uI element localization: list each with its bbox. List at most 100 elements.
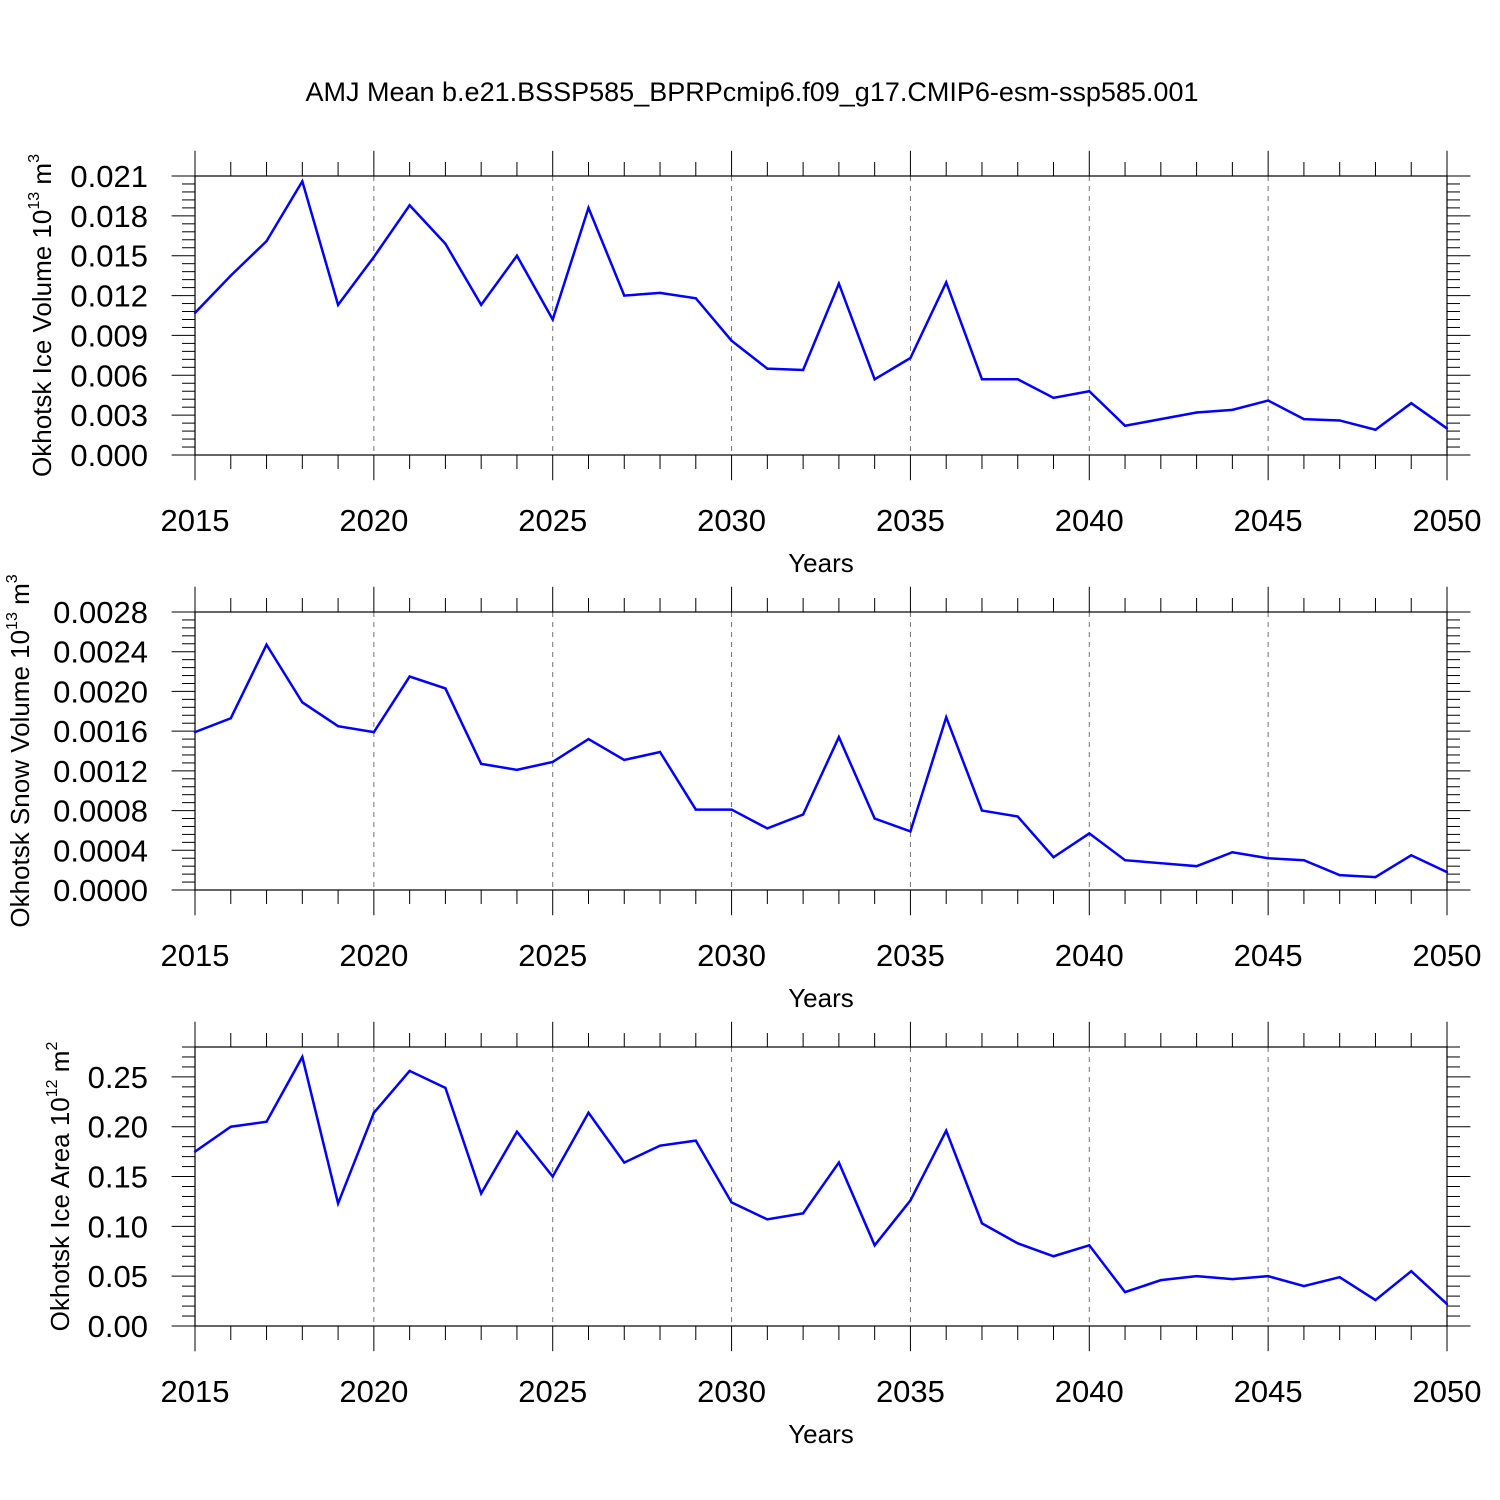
data-point: [1338, 873, 1341, 877]
data-point: [801, 368, 805, 372]
y-tick-label: 0.25: [88, 1060, 148, 1095]
data-point: [801, 813, 805, 816]
x-tick-label: 2025: [518, 938, 587, 973]
x-tick-label: 2025: [518, 503, 587, 538]
y-tick-label: 0.0008: [53, 794, 148, 829]
y-axis-title: Okhotsk Snow Volume 1013 m3: [4, 574, 35, 927]
data-point: [1302, 1284, 1306, 1288]
y-axis-title-text: Okhotsk Ice Volume 10: [27, 210, 57, 477]
panel-1: 0.000 0.003 0.006 0.009 0.012 0.015 0.018 0.021…: [26, 150, 1481, 578]
data-point: [551, 1175, 554, 1178]
x-tick-label: 2045: [1234, 503, 1303, 538]
data-point: [873, 378, 876, 381]
data-point: [372, 255, 376, 259]
data-point: [766, 367, 769, 370]
data-point: [1302, 417, 1306, 421]
data-point: [515, 768, 519, 772]
x-tick-label: 2015: [161, 938, 230, 973]
data-point: [265, 1120, 268, 1123]
y-tick-label: 0.018: [70, 199, 148, 234]
x-tick-label: 2030: [697, 938, 766, 973]
data-point: [909, 356, 912, 360]
data-point: [265, 643, 268, 646]
data-point: [408, 1069, 411, 1073]
data-point: [408, 675, 411, 678]
x-tick-label: 2035: [876, 1374, 945, 1409]
y-axis-title: Okhotsk Ice Area 1012 m2: [44, 1042, 75, 1332]
data-point: [1052, 856, 1055, 859]
data-point: [1410, 1269, 1413, 1273]
data-point: [1338, 419, 1341, 422]
data-point: [1123, 859, 1127, 862]
x-axis-title: Years: [788, 1419, 854, 1449]
y-tick-label: 0.0016: [53, 714, 148, 749]
data-point: [444, 687, 447, 690]
y-axis-title-unit-exponent: 3: [4, 574, 21, 583]
data-point: [658, 1144, 662, 1147]
data-point: [730, 339, 733, 342]
y-axis-title: Okhotsk Ice Volume 1013 m3: [26, 154, 57, 477]
data-point: [1088, 832, 1091, 835]
panel-2: 0.0000 0.0004 0.0008 0.0012 0.0016 0.0020 0.00…: [4, 574, 1481, 1013]
data-point: [1374, 428, 1377, 431]
data-point: [1016, 378, 1019, 381]
data-point: [479, 762, 483, 766]
series-line: [194, 178, 1448, 432]
data-point: [193, 311, 197, 315]
data-point: [1338, 1275, 1341, 1279]
data-point: [694, 808, 697, 811]
x-tick-label: 2020: [339, 1374, 408, 1409]
data-point: [730, 1201, 733, 1204]
data-point: [1159, 1278, 1163, 1282]
data-point: [444, 242, 447, 245]
data-point: [980, 1222, 984, 1225]
data-point: [587, 1111, 590, 1114]
y-axis-title-exponent: 13: [4, 612, 21, 630]
data-point: [945, 1129, 948, 1132]
x-tick-label: 2040: [1055, 1374, 1124, 1409]
data-point: [730, 808, 733, 811]
y-axis-title-exponent: 13: [26, 192, 43, 210]
y-tick-label: 0.20: [88, 1110, 148, 1145]
x-tick-label: 2025: [518, 1374, 587, 1409]
chart-title: AMJ Mean b.e21.BSSP585_BPRPcmip6.f09_g17…: [306, 77, 1199, 107]
x-tick-label: 2030: [697, 1374, 766, 1409]
y-tick-label: 0.015: [70, 239, 148, 274]
y-axis-title-text: Okhotsk Snow Volume 10: [5, 630, 35, 928]
x-tick-label: 2045: [1234, 938, 1303, 973]
data-point: [766, 827, 769, 830]
data-point: [1231, 408, 1234, 412]
y-tick-label: 0.00: [88, 1309, 148, 1344]
y-tick-label: 0.05: [88, 1259, 148, 1294]
x-tick-label: 2035: [876, 938, 945, 973]
data-point: [1231, 1277, 1234, 1281]
data-point: [1088, 1244, 1091, 1247]
data-point: [1052, 396, 1055, 400]
y-tick-label: 0.012: [70, 279, 148, 314]
data-point: [1195, 411, 1198, 414]
data-point: [623, 758, 626, 762]
data-point: [301, 1055, 304, 1059]
data-point: [408, 204, 411, 207]
data-point: [229, 274, 232, 277]
y-tick-label: 0.000: [70, 438, 148, 473]
data-point: [837, 735, 841, 739]
x-tick-label: 2040: [1055, 503, 1124, 538]
x-tick-label: 2015: [161, 503, 230, 538]
panel-3: 0.00 0.05 0.10 0.15 0.20 0.25 2015 2020 2025 2030…: [44, 1021, 1481, 1449]
data-point: [801, 1212, 805, 1215]
data-point: [909, 1199, 912, 1202]
data-point: [1052, 1255, 1055, 1258]
data-point: [837, 1161, 841, 1164]
data-point: [265, 239, 268, 243]
data-point: [1445, 1302, 1449, 1306]
data-point: [229, 1125, 232, 1128]
y-tick-label: 0.0012: [53, 754, 148, 789]
data-point: [909, 830, 912, 833]
data-point: [336, 303, 340, 307]
data-point: [1159, 417, 1163, 421]
data-point: [1410, 401, 1413, 405]
data-point: [1195, 1274, 1198, 1278]
data-point: [658, 750, 662, 754]
data-point: [1374, 1298, 1377, 1302]
